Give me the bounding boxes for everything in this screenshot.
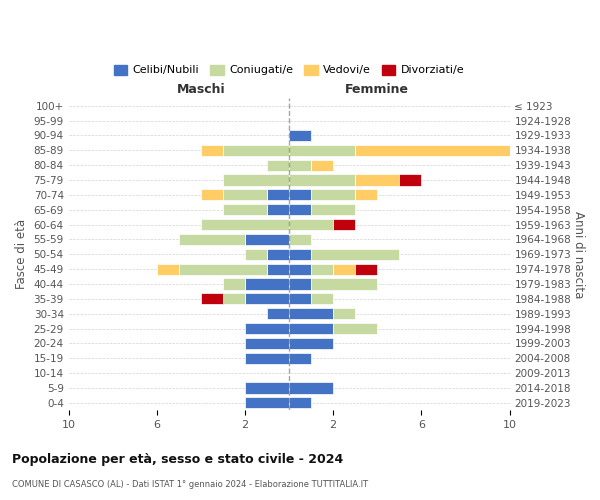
Bar (157, 264, 179, 274)
Bar (289, 219, 333, 230)
Bar (223, 278, 245, 289)
Bar (289, 382, 333, 394)
Y-axis label: Anni di nascita: Anni di nascita (572, 210, 585, 298)
Bar (311, 278, 377, 289)
Bar (311, 204, 355, 216)
Bar (179, 264, 267, 274)
Text: Femmine: Femmine (345, 83, 409, 96)
Bar (245, 338, 289, 349)
Bar (289, 278, 311, 289)
Bar (289, 204, 311, 216)
Text: Maschi: Maschi (176, 83, 225, 96)
Y-axis label: Fasce di età: Fasce di età (15, 219, 28, 290)
Bar (289, 294, 311, 304)
Bar (289, 264, 311, 274)
Bar (311, 264, 333, 274)
Bar (289, 190, 311, 200)
Bar (311, 248, 399, 260)
Bar (267, 190, 289, 200)
Bar (201, 190, 223, 200)
Bar (201, 145, 223, 156)
Bar (289, 323, 333, 334)
Bar (245, 234, 289, 245)
Text: COMUNE DI CASASCO (AL) - Dati ISTAT 1° gennaio 2024 - Elaborazione TUTTITALIA.IT: COMUNE DI CASASCO (AL) - Dati ISTAT 1° g… (12, 480, 368, 489)
Bar (355, 190, 377, 200)
Bar (333, 219, 355, 230)
Bar (245, 294, 289, 304)
Bar (223, 204, 267, 216)
Bar (355, 264, 377, 274)
Bar (267, 204, 289, 216)
Bar (289, 234, 311, 245)
Bar (245, 352, 289, 364)
Bar (311, 294, 333, 304)
Bar (267, 248, 289, 260)
Bar (223, 294, 245, 304)
Bar (333, 308, 355, 320)
Bar (289, 145, 355, 156)
Bar (223, 190, 267, 200)
Bar (333, 323, 377, 334)
Bar (245, 398, 289, 408)
Bar (399, 174, 421, 186)
Bar (223, 145, 289, 156)
Bar (245, 278, 289, 289)
Bar (289, 248, 311, 260)
Bar (289, 174, 355, 186)
Bar (289, 308, 333, 320)
Bar (245, 382, 289, 394)
Bar (311, 190, 355, 200)
Bar (289, 398, 311, 408)
Bar (245, 248, 267, 260)
Bar (267, 160, 289, 171)
Bar (289, 338, 333, 349)
Bar (201, 219, 289, 230)
Bar (267, 264, 289, 274)
Bar (267, 308, 289, 320)
Bar (355, 174, 399, 186)
Bar (311, 160, 333, 171)
Bar (201, 294, 223, 304)
Bar (355, 145, 509, 156)
Bar (289, 352, 311, 364)
Bar (223, 174, 289, 186)
Bar (289, 130, 311, 141)
Bar (333, 264, 355, 274)
Bar (245, 323, 289, 334)
Text: Popolazione per età, sesso e stato civile - 2024: Popolazione per età, sesso e stato civil… (12, 452, 343, 466)
Legend: Celibi/Nubili, Coniugati/e, Vedovi/e, Divorziati/e: Celibi/Nubili, Coniugati/e, Vedovi/e, Di… (109, 60, 469, 80)
Bar (179, 234, 245, 245)
Bar (289, 160, 311, 171)
